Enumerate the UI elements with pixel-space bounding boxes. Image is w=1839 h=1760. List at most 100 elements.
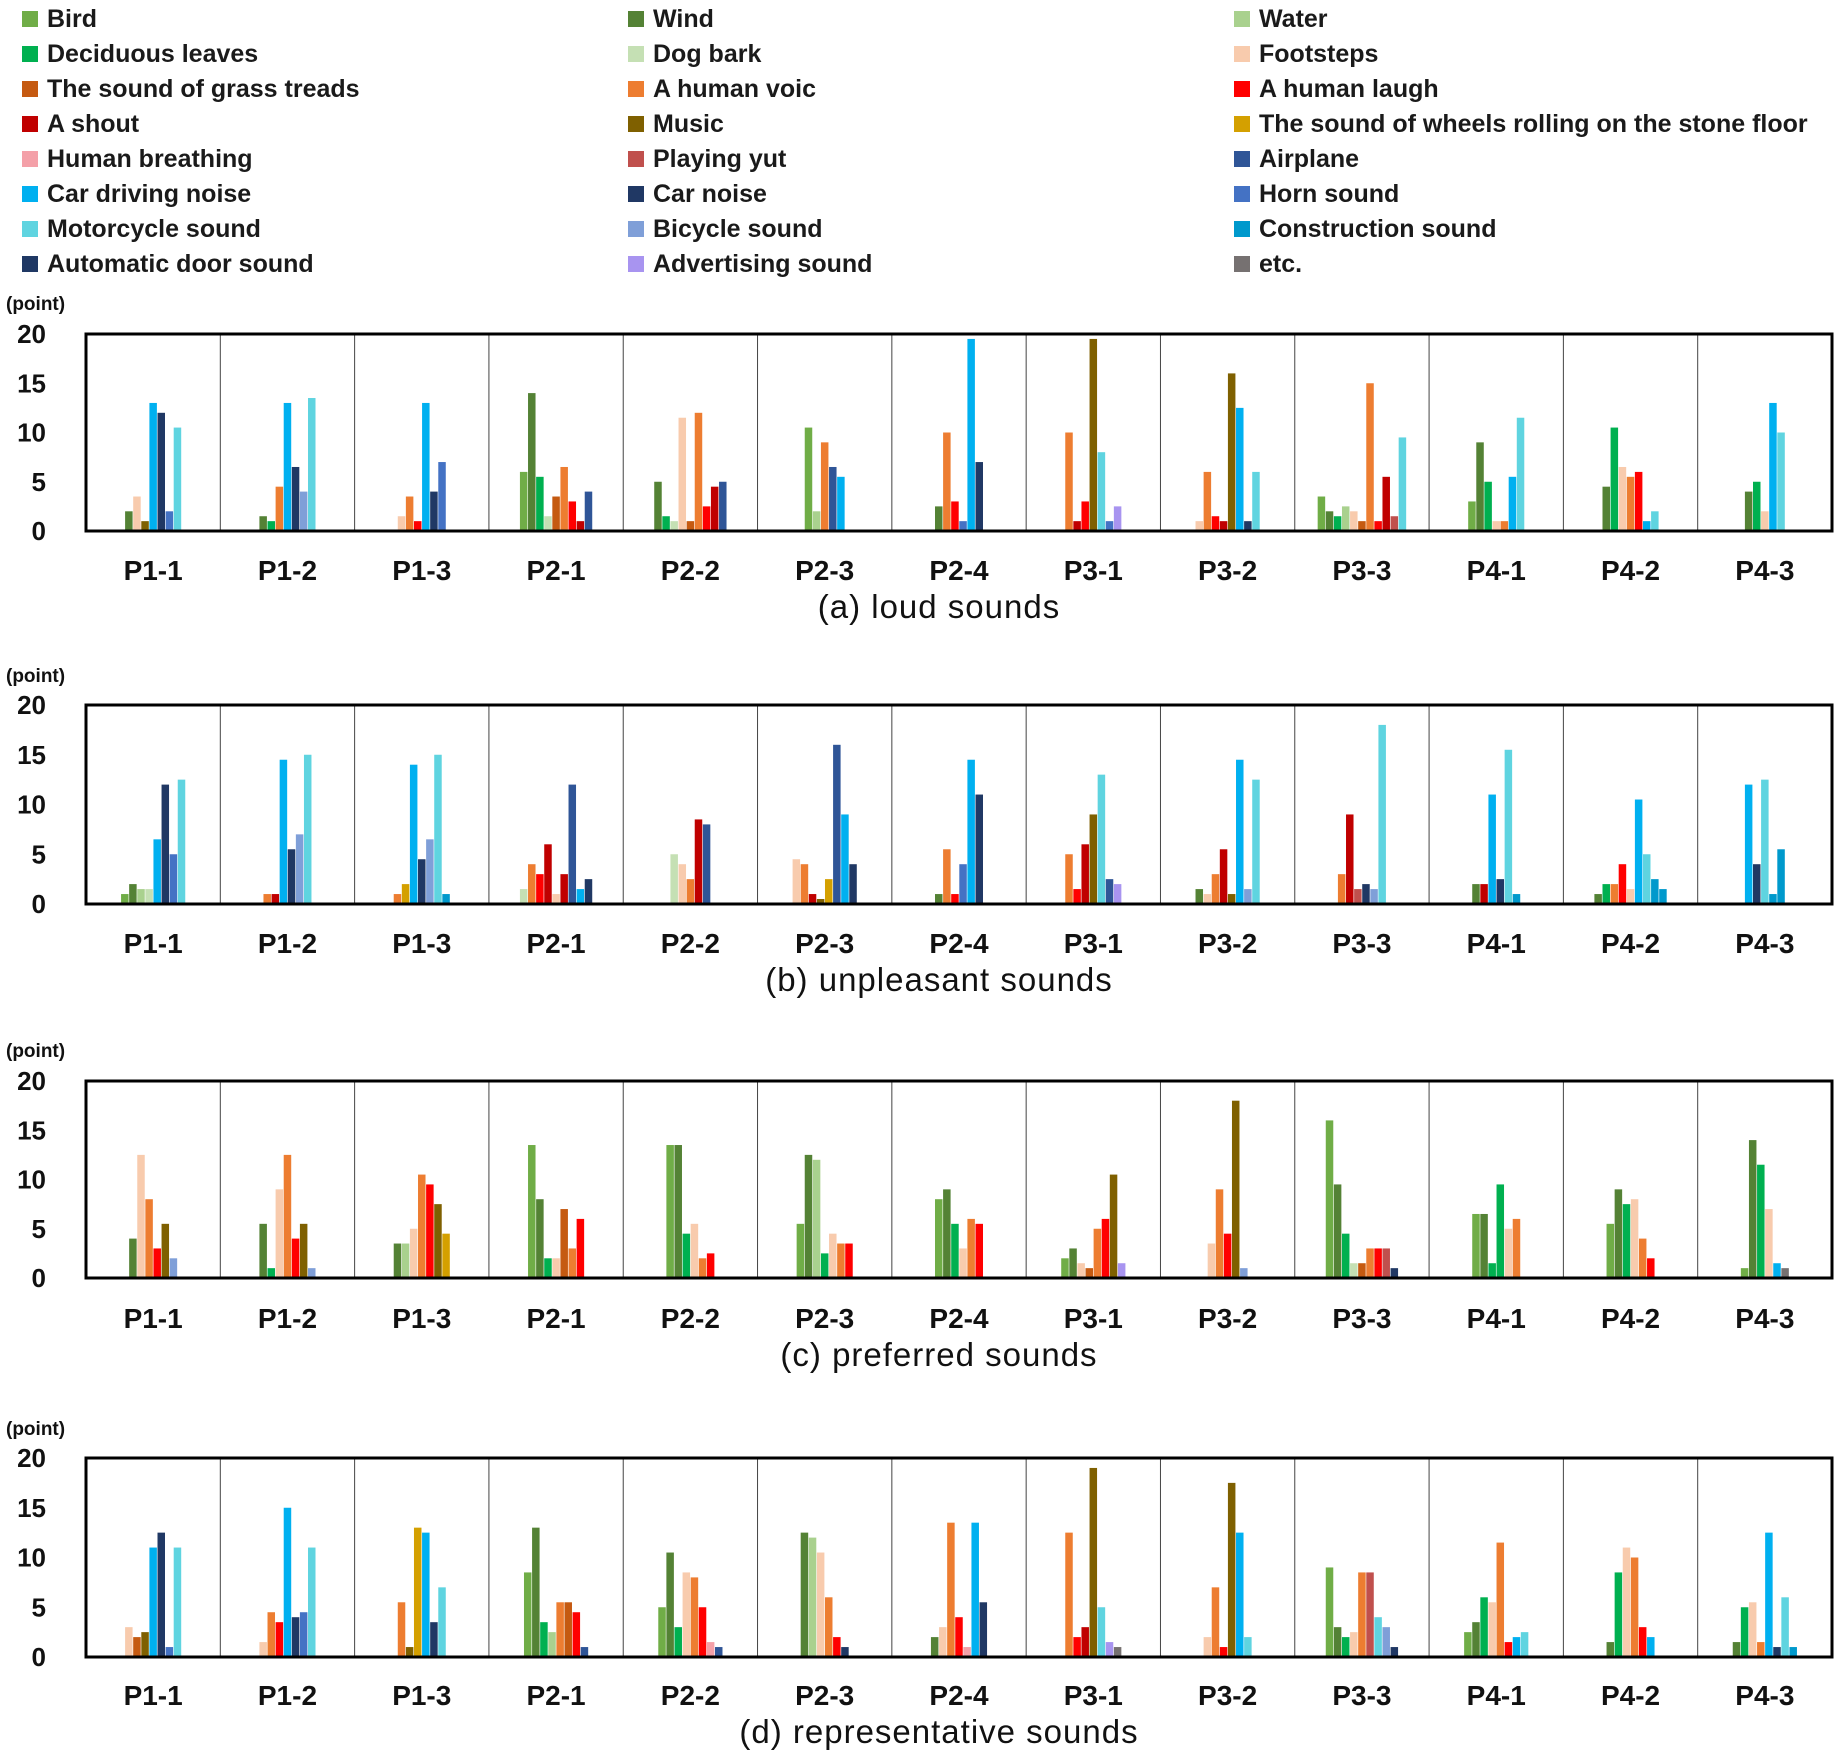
y-tick-label: 5 [32,839,46,869]
bar [1748,1602,1757,1657]
legend-swatch [22,116,38,132]
bar [943,1189,951,1278]
bar [552,894,560,904]
bar [1508,476,1517,531]
bar [1769,402,1777,531]
bar [1093,1228,1102,1278]
bar [1236,759,1244,904]
bar [710,486,719,531]
bar [837,476,845,531]
bar [1773,1263,1781,1278]
bar [1480,1597,1488,1657]
bar [1630,1557,1639,1657]
bar [1659,889,1667,904]
x-tick-label: P4-3 [1735,928,1794,959]
bar [1366,383,1374,531]
legend-item: Bicycle sound [628,214,823,244]
x-tick-label: P2-4 [929,928,989,959]
bar [1761,511,1769,531]
bar [955,1617,963,1657]
bar [552,496,560,531]
bar [816,1552,825,1657]
bar [1614,1572,1623,1657]
bar [1333,1627,1342,1657]
legend-item: etc. [1234,249,1302,279]
bar [584,879,593,905]
bar [951,1223,959,1278]
bar [434,1204,442,1279]
x-tick-label: P1-2 [258,1303,317,1334]
bar [1472,884,1480,904]
bar [1227,1482,1236,1658]
bar [666,1145,674,1278]
bar [580,1647,589,1657]
legend-label: Dog bark [653,39,762,68]
bar [1101,1218,1110,1278]
bar [1378,724,1386,904]
bar [1744,491,1753,531]
bar [299,1223,308,1278]
bar [1398,437,1407,531]
bar [967,1218,975,1278]
legend-item: Airplane [1234,144,1359,174]
bar [1500,521,1509,531]
bar [1382,476,1390,531]
bar [654,481,662,531]
bar [1651,879,1659,905]
bar [283,402,292,531]
legend-swatch [628,256,644,272]
bar [939,1627,947,1657]
legend-swatch [1234,151,1250,167]
bar [804,427,813,531]
legend-swatch [22,46,38,62]
bar [935,506,943,532]
y-axis-unit-label: (point) [6,1419,65,1440]
bar [1516,417,1525,531]
bar [1366,1248,1374,1278]
bar [405,496,414,531]
bar [1765,1532,1773,1658]
bar [943,432,951,531]
bar [1390,516,1399,531]
y-tick-label: 15 [17,1493,46,1523]
bar [820,1253,829,1279]
bar [560,874,568,904]
x-tick-label: P3-1 [1064,1303,1123,1334]
bar [308,398,316,531]
bar [824,879,833,905]
bar [1504,749,1513,904]
bar [1346,814,1354,904]
x-tick-label: P1-1 [124,928,183,959]
bar [133,496,141,531]
bar [576,1218,585,1278]
bar [121,894,129,904]
bar [438,1587,446,1657]
bar [1358,521,1366,531]
bar [413,521,422,531]
legend-item: Wind [628,4,714,34]
bar [702,824,711,904]
bar [706,1642,715,1657]
bar [267,1612,276,1657]
bar [1113,506,1122,532]
bar [267,521,276,531]
bar [1113,1647,1122,1657]
bar [1236,1532,1244,1658]
bar [1374,521,1382,531]
bar [1097,774,1106,904]
bar [694,412,703,531]
x-tick-label: P1-3 [392,1303,451,1334]
bar [796,1223,805,1278]
legend-label: Footsteps [1259,39,1379,68]
bar [568,784,577,904]
bar [1634,471,1643,531]
x-tick-label: P2-2 [661,555,720,586]
bar [1480,884,1488,904]
bar [1496,879,1505,905]
x-tick-label: P4-1 [1467,928,1526,959]
chart-caption: (a) loud sounds [818,588,1060,625]
x-tick-label: P2-2 [661,1303,720,1334]
bar [1350,1263,1358,1278]
bar [959,1248,967,1278]
x-tick-label: P1-1 [124,1303,183,1334]
